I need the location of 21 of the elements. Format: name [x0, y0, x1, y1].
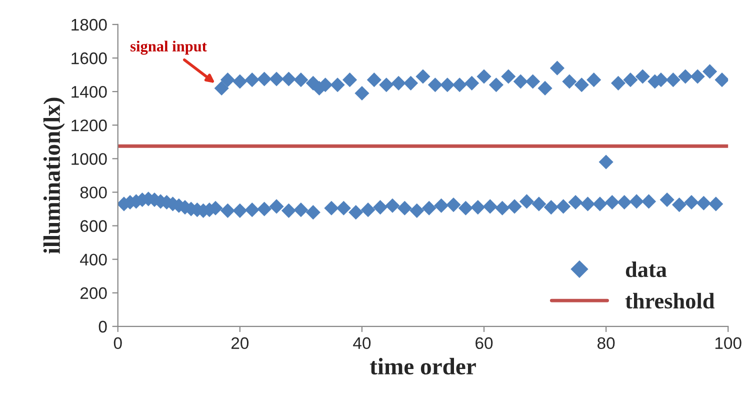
x-tick-label: 80 — [598, 337, 615, 350]
y-tick-label: 200 — [80, 287, 107, 300]
y-tick-label: 0 — [98, 320, 107, 333]
legend-label: data — [626, 262, 667, 278]
y-tick-label: 600 — [80, 220, 107, 232]
x-tick-label: 20 — [231, 337, 249, 350]
y-tick-label: 400 — [80, 254, 107, 266]
y-tick-label: 1000 — [72, 153, 107, 165]
y-tick-label: 800 — [80, 186, 107, 198]
y-tick-label: 1400 — [72, 86, 107, 98]
legend-label: threshold — [625, 292, 715, 309]
x-tick-label: 0 — [114, 337, 122, 350]
x-tick-label: 60 — [476, 337, 493, 350]
y-axis-title: illumination(lx) — [43, 98, 65, 254]
x-axis-title: time order — [370, 358, 476, 375]
annotation: signal input — [130, 40, 207, 55]
y-tick-label: 1800 — [72, 18, 107, 31]
y-tick-label: 1600 — [72, 52, 107, 64]
x-tick-label: 40 — [353, 337, 371, 350]
y-tick-label: 1200 — [72, 120, 107, 132]
x-tick-label: 100 — [715, 337, 742, 350]
